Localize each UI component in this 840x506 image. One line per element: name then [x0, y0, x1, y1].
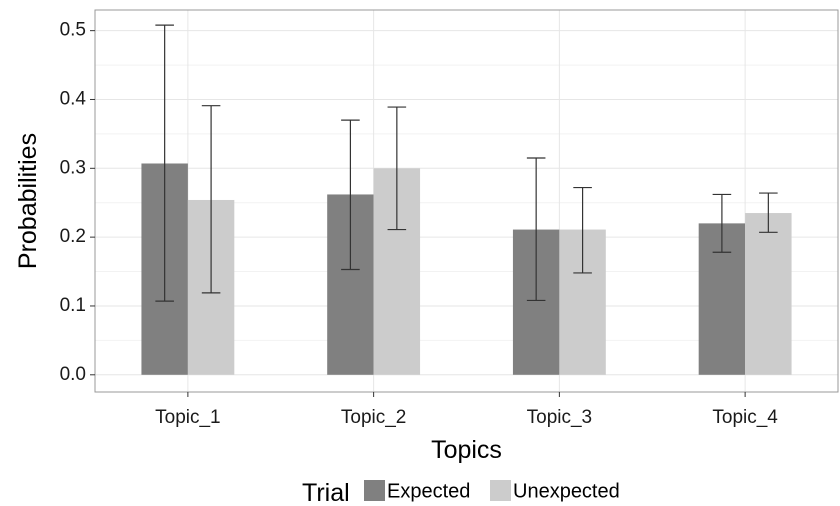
error-bar-expected-topic_2 — [341, 119, 360, 271]
y-tick-label: 0.5 — [60, 20, 86, 41]
legend-key-unexpected — [490, 480, 511, 501]
legend-title: Trial — [302, 479, 350, 506]
x-tick-label: Topic_1 — [155, 407, 221, 428]
x-tick-label: Topic_4 — [712, 407, 778, 428]
y-tick-label: 0.2 — [60, 226, 86, 247]
plot-panel-border — [94, 9, 839, 393]
error-bar-unexpected-topic_3 — [573, 186, 592, 274]
legend-label-unexpected: Unexpected — [513, 480, 620, 502]
x-tick-label: Topic_2 — [341, 407, 407, 428]
error-bar-expected-topic_3 — [526, 157, 546, 302]
error-bar-unexpected-topic_4 — [759, 192, 778, 233]
bar-unexpected-topic_4 — [745, 213, 792, 375]
bars — [141, 163, 792, 375]
x-tick-label: Topic_3 — [527, 407, 593, 428]
y-tick-label: 0.4 — [60, 88, 87, 109]
error-bar-unexpected-topic_1 — [201, 105, 221, 294]
y-axis-title: Probabilities — [14, 133, 42, 269]
legend-label-expected: Expected — [387, 480, 470, 502]
error-bars — [155, 24, 778, 302]
error-bar-expected-topic_1 — [155, 24, 174, 302]
y-tick-label: 0.1 — [60, 295, 86, 316]
x-axis-ticks: Topic_1 Topic_2 Topic_3 Topic_4 — [155, 392, 778, 428]
y-tick-label: 0.0 — [60, 364, 86, 385]
legend-key-expected — [364, 480, 385, 501]
y-tick-label: 0.3 — [60, 157, 86, 178]
x-axis-title: Topics — [431, 436, 502, 464]
y-axis-ticks: 0.0 0.1 0.2 0.3 0.4 0.5 — [60, 20, 95, 385]
legend: Trial Expected Unexpected — [302, 479, 620, 506]
error-bar-expected-topic_4 — [712, 193, 732, 253]
error-bar-unexpected-topic_2 — [387, 106, 407, 231]
